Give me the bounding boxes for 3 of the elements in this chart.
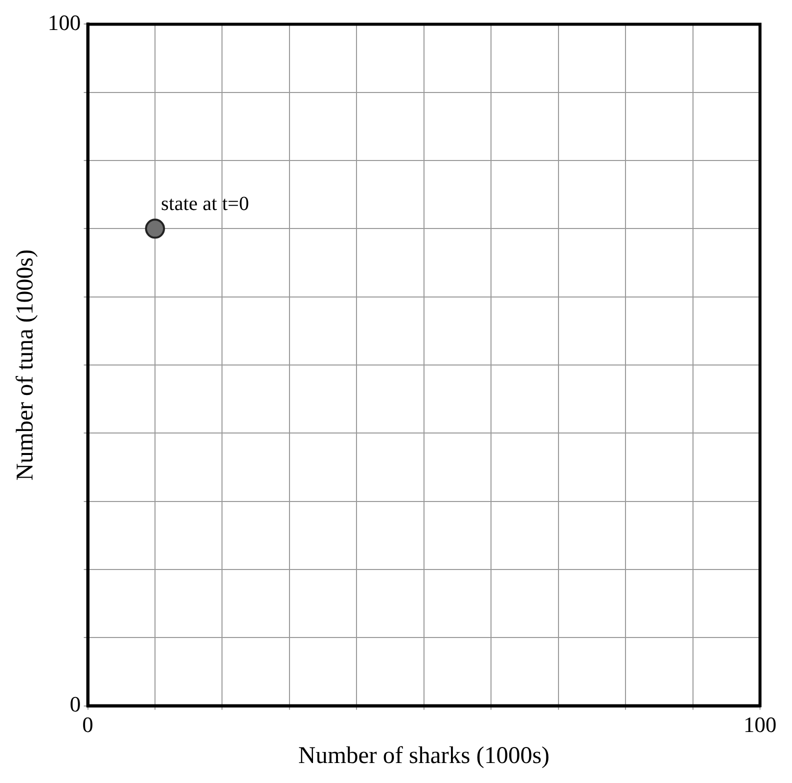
y-axis-title: Number of tuna (1000s) (12, 249, 39, 481)
x-axis-title: Number of sharks (1000s) (298, 742, 550, 769)
annotation: state at t=0 (161, 192, 249, 215)
